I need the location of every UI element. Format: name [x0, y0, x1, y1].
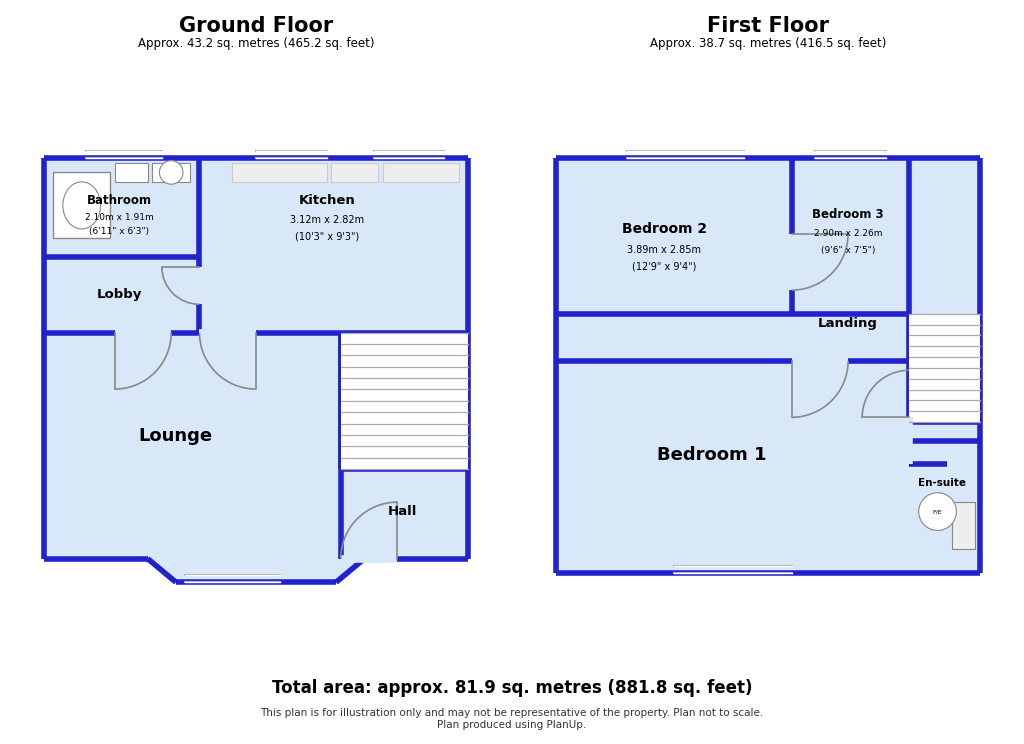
- Circle shape: [160, 161, 183, 185]
- Text: F/E: F/E: [933, 509, 942, 514]
- Text: 3.12m x 2.82m: 3.12m x 2.82m: [290, 214, 364, 225]
- Bar: [909, 314, 980, 422]
- Bar: [115, 163, 147, 182]
- Text: (12'9" x 9'4"): (12'9" x 9'4"): [632, 262, 696, 272]
- Text: Landing: Landing: [818, 317, 878, 330]
- Bar: [232, 163, 327, 182]
- Polygon shape: [44, 158, 468, 583]
- Text: Bathroom: Bathroom: [87, 194, 152, 207]
- Text: First Floor: First Floor: [707, 16, 829, 36]
- Bar: [951, 502, 975, 549]
- Text: Ground Floor: Ground Floor: [179, 16, 333, 36]
- Circle shape: [919, 493, 956, 530]
- Text: Lobby: Lobby: [96, 289, 142, 301]
- Text: Hall: Hall: [387, 505, 417, 518]
- Text: (10'3" x 9'3"): (10'3" x 9'3"): [295, 231, 358, 241]
- Text: (6'11" x 6'3"): (6'11" x 6'3"): [89, 227, 150, 236]
- Text: Bedroom 2: Bedroom 2: [622, 222, 707, 236]
- Bar: [153, 163, 190, 182]
- Text: Approx. 43.2 sq. metres (465.2 sq. feet): Approx. 43.2 sq. metres (465.2 sq. feet): [138, 36, 374, 50]
- Text: Kitchen: Kitchen: [298, 194, 355, 207]
- Text: (9'6" x 7'5"): (9'6" x 7'5"): [821, 246, 876, 254]
- Text: Total area: approx. 81.9 sq. metres (881.8 sq. feet): Total area: approx. 81.9 sq. metres (881…: [271, 679, 753, 697]
- Text: Bedroom 3: Bedroom 3: [812, 208, 884, 221]
- Bar: [332, 163, 379, 182]
- Text: Bedroom 1: Bedroom 1: [656, 446, 766, 464]
- Text: Approx. 38.7 sq. metres (416.5 sq. feet): Approx. 38.7 sq. metres (416.5 sq. feet): [650, 36, 886, 50]
- Text: 2.90m x 2.26m: 2.90m x 2.26m: [814, 229, 883, 238]
- Bar: [383, 163, 459, 182]
- Text: Lounge: Lounge: [139, 427, 213, 445]
- Text: Plan produced using PlanUp.: Plan produced using PlanUp.: [437, 720, 587, 731]
- Polygon shape: [556, 158, 980, 573]
- Text: En-suite: En-suite: [919, 478, 967, 488]
- Bar: [53, 173, 110, 238]
- Text: 2.10m x 1.91m: 2.10m x 1.91m: [85, 213, 154, 222]
- Text: 3.89m x 2.85m: 3.89m x 2.85m: [628, 245, 701, 255]
- Text: This plan is for illustration only and may not be representative of the property: This plan is for illustration only and m…: [260, 708, 764, 718]
- Bar: [341, 333, 468, 469]
